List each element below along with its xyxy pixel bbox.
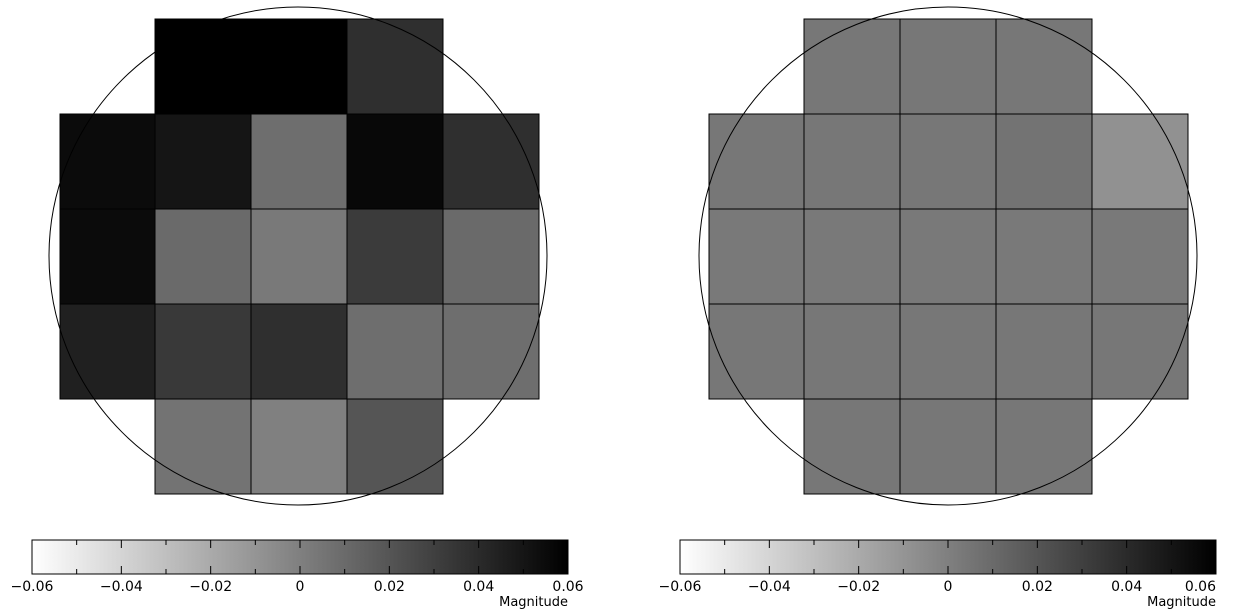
tick-label-2: −0.02 xyxy=(837,579,880,595)
heatmap-cells xyxy=(59,18,540,495)
heatmap-cell-r2-c1 xyxy=(154,208,252,305)
heatmap-cell-r1-c4 xyxy=(442,113,540,210)
heatmap-cell-r3-c1 xyxy=(154,303,252,400)
heatmap-cell-r1-c0 xyxy=(708,113,805,210)
heatmap-cell-r4-c3 xyxy=(995,398,1093,495)
heatmap-cell-r4-c1 xyxy=(154,398,252,495)
heatmap-cell-r3-c2 xyxy=(899,303,997,400)
heatmap-panel-right: −0.06 −0.04 −0.02 0 0.02 0.04 0.06 Magni… xyxy=(659,6,1217,609)
colorbar-left: −0.06 −0.04 −0.02 0 0.02 0.04 0.06 Magni… xyxy=(11,539,584,609)
heatmap-cell-r3-c4 xyxy=(442,303,540,400)
tick-label-3: 0 xyxy=(944,579,953,595)
colorbar-ticks xyxy=(679,540,1217,574)
heatmap-cell-r1-c2 xyxy=(899,113,997,210)
heatmap-cell-r3-c0 xyxy=(708,303,805,400)
heatmap-cell-r4-c3 xyxy=(346,398,444,495)
heatmap-cells xyxy=(708,18,1189,495)
heatmap-cell-r0-c1 xyxy=(154,18,252,115)
heatmap-cell-r1-c3 xyxy=(346,113,444,210)
heatmap-cell-r3-c1 xyxy=(803,303,901,400)
heatmap-cell-r1-c4 xyxy=(1091,113,1189,210)
heatmap-cell-r4-c2 xyxy=(899,398,997,495)
heatmap-cell-r0-c1 xyxy=(803,18,901,115)
heatmap-cell-r2-c4 xyxy=(442,208,540,305)
heatmap-cell-r2-c3 xyxy=(995,208,1093,305)
heatmap-cell-r0-c3 xyxy=(995,18,1093,115)
tick-label-3: 0 xyxy=(296,579,305,595)
heatmap-cell-r2-c2 xyxy=(899,208,997,305)
heatmap-cell-r1-c3 xyxy=(995,113,1093,210)
tick-label-0: −0.06 xyxy=(659,579,702,595)
heatmap-cell-r2-c0 xyxy=(708,208,805,305)
heatmap-cell-r2-c1 xyxy=(803,208,901,305)
heatmap-cell-r2-c3 xyxy=(346,208,444,305)
tick-label-6: 0.06 xyxy=(552,579,583,595)
heatmap-cell-r3-c3 xyxy=(346,303,444,400)
colorbar-label: Magnitude xyxy=(499,595,568,609)
heatmap-cell-r2-c0 xyxy=(59,208,156,305)
heatmap-cell-r1-c1 xyxy=(803,113,901,210)
tick-label-6: 0.06 xyxy=(1185,579,1216,595)
heatmap-cell-r0-c3 xyxy=(346,18,444,115)
colorbar-ticks xyxy=(31,540,569,574)
colorbar-label: Magnitude xyxy=(1147,595,1216,609)
field-outline-circle xyxy=(698,6,1198,506)
heatmap-cell-r1-c0 xyxy=(59,113,156,210)
colorbar-right: −0.06 −0.04 −0.02 0 0.02 0.04 0.06 Magni… xyxy=(659,539,1217,609)
heatmap-cell-r0-c2 xyxy=(899,18,997,115)
tick-label-4: 0.02 xyxy=(1022,579,1053,595)
heatmap-cell-r4-c1 xyxy=(803,398,901,495)
tick-label-2: −0.02 xyxy=(189,579,232,595)
tick-label-1: −0.04 xyxy=(748,579,791,595)
tick-label-0: −0.06 xyxy=(11,579,54,595)
heatmap-cell-r3-c4 xyxy=(1091,303,1189,400)
tick-label-5: 0.04 xyxy=(1111,579,1142,595)
tick-label-1: −0.04 xyxy=(100,579,143,595)
heatmap-cell-r3-c2 xyxy=(250,303,348,400)
heatmap-cell-r1-c1 xyxy=(154,113,252,210)
heatmap-cell-r3-c3 xyxy=(995,303,1093,400)
heatmap-panel-left: −0.06 −0.04 −0.02 0 0.02 0.04 0.06 Magni… xyxy=(11,6,584,609)
heatmap-cell-r2-c4 xyxy=(1091,208,1189,305)
heatmap-cell-r0-c2 xyxy=(250,18,348,115)
tick-label-5: 0.04 xyxy=(463,579,494,595)
heatmap-cell-r3-c0 xyxy=(59,303,156,400)
tick-label-4: 0.02 xyxy=(374,579,405,595)
heatmap-cell-r4-c2 xyxy=(250,398,348,495)
heatmap-cell-r1-c2 xyxy=(250,113,348,210)
heatmap-cell-r2-c2 xyxy=(250,208,348,305)
field-outline-circle xyxy=(48,6,548,506)
